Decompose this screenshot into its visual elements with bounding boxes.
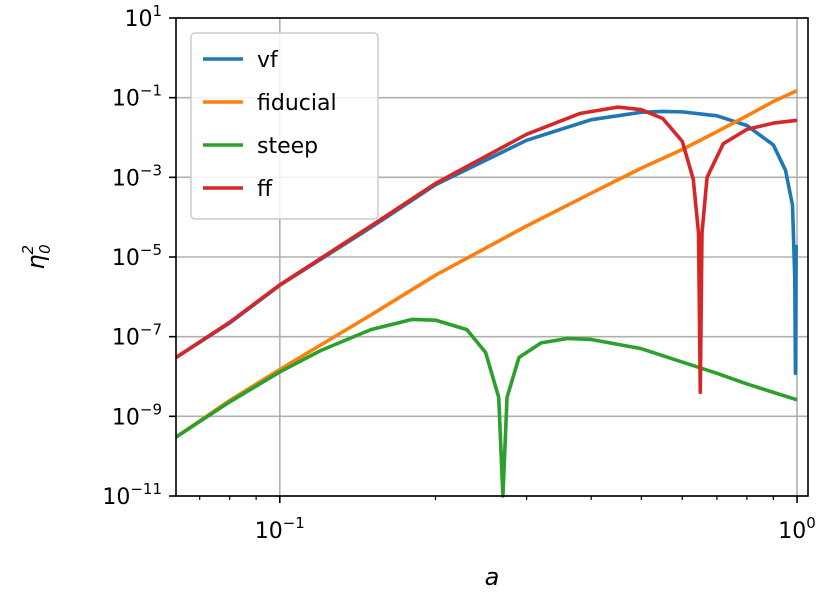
y-axis-label: η20 xyxy=(19,244,54,269)
x-tick-label: 100 xyxy=(778,514,816,544)
y-tick-label: 10−5 xyxy=(112,241,162,271)
y-tick-label: 10−9 xyxy=(112,400,162,430)
legend-box xyxy=(190,32,379,220)
series-line-fiducial xyxy=(174,89,798,439)
series-layer xyxy=(174,89,798,498)
legend: vf fiducial steep ff xyxy=(190,32,379,220)
series-line-steep xyxy=(175,317,798,498)
x-axis-label: a xyxy=(485,563,500,591)
ticks: 10−1 100 101 10−1 10−3 10−5 10−7 10−9 10−11 xyxy=(102,2,815,544)
legend-label-vf: vf xyxy=(257,48,279,73)
y-tick-label: 10−11 xyxy=(102,480,162,510)
legend-label-steep: steep xyxy=(257,134,318,159)
y-tick-label: 10−3 xyxy=(112,161,162,191)
legend-label-ff: ff xyxy=(257,177,273,202)
x-tick-label: 10−1 xyxy=(255,514,305,544)
legend-label-fiducial: fiducial xyxy=(257,91,337,116)
y-tick-label: 10−1 xyxy=(112,82,162,112)
y-tick-label: 10−7 xyxy=(112,321,162,351)
series-line-ff xyxy=(175,105,798,395)
y-tick-label: 101 xyxy=(124,2,162,32)
